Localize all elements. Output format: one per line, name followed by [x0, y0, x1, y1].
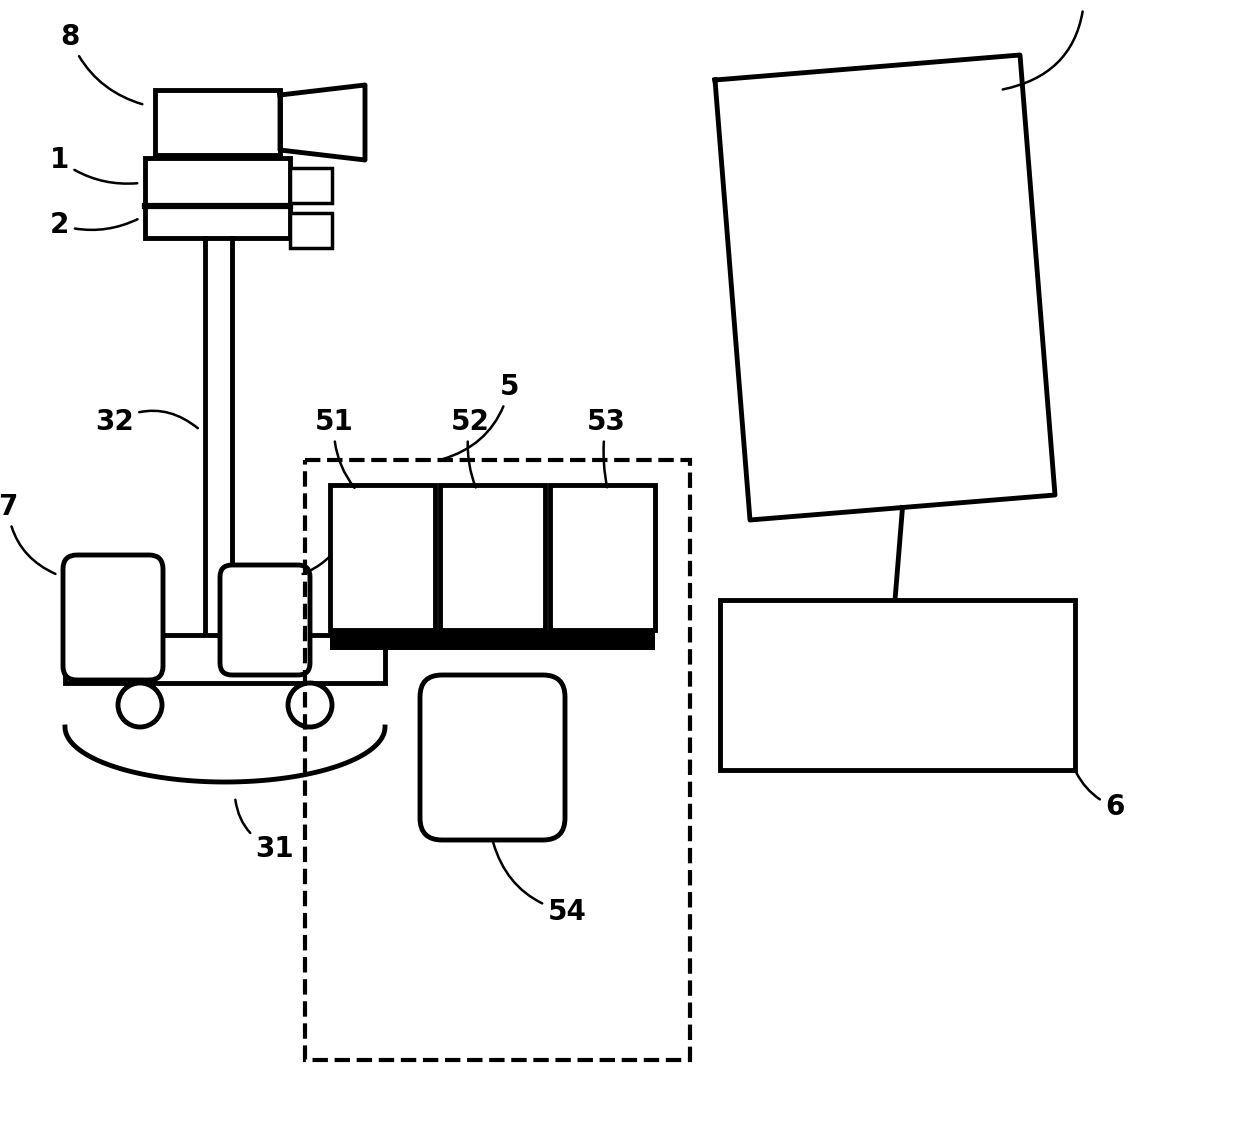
Text: 52: 52: [450, 408, 490, 488]
FancyBboxPatch shape: [420, 675, 565, 840]
Polygon shape: [715, 55, 1055, 520]
Text: 5: 5: [443, 373, 520, 460]
Text: 8: 8: [60, 24, 143, 104]
Circle shape: [288, 683, 332, 728]
Bar: [155, 90, 280, 155]
Text: 9: 9: [1003, 0, 1094, 90]
Text: 53: 53: [587, 408, 626, 488]
Bar: [305, 460, 689, 1060]
Bar: [64, 634, 384, 683]
Bar: [290, 213, 332, 248]
Text: 4: 4: [303, 508, 360, 574]
Bar: [440, 485, 546, 630]
FancyBboxPatch shape: [219, 565, 310, 675]
Text: 7: 7: [0, 493, 56, 574]
Circle shape: [118, 683, 162, 728]
Text: 6: 6: [1076, 772, 1125, 821]
Text: 54: 54: [494, 843, 587, 926]
Bar: [290, 168, 332, 203]
Bar: [330, 630, 655, 650]
FancyBboxPatch shape: [63, 555, 162, 680]
Bar: [720, 600, 1075, 770]
Text: 1: 1: [50, 146, 138, 184]
Text: 32: 32: [95, 408, 198, 436]
Text: 31: 31: [236, 799, 294, 863]
Bar: [551, 485, 655, 630]
Bar: [330, 485, 435, 630]
Bar: [145, 158, 290, 238]
Text: 2: 2: [50, 211, 138, 239]
Text: 51: 51: [315, 408, 355, 488]
